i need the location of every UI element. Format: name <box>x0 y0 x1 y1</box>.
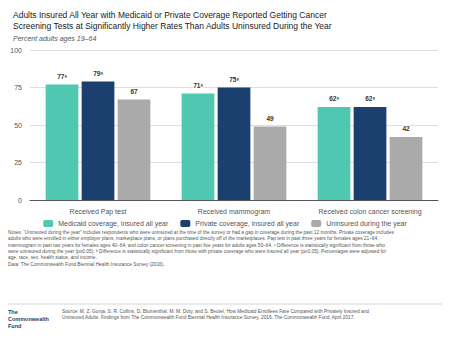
svg-text:Screening Tests at Significant: Screening Tests at Significantly Higher … <box>13 21 332 31</box>
svg-text:0: 0 <box>18 197 22 204</box>
svg-text:age, race, sex, health status,: age, race, sex, health status, and incom… <box>8 255 97 260</box>
svg-text:62ᵃ: 62ᵃ <box>329 95 339 102</box>
svg-text:Adults Insured All Year with M: Adults Insured All Year with Medicaid or… <box>13 10 327 20</box>
svg-text:Received Pap test: Received Pap test <box>70 208 127 216</box>
svg-text:mammogram in past two years fo: mammogram in past two years for females … <box>8 243 385 248</box>
svg-text:75: 75 <box>14 84 22 91</box>
svg-text:Data: The Commonwealth Fund Bi: Data: The Commonwealth Fund Biennial Hea… <box>8 262 165 267</box>
svg-text:Uninsured Adults: Findings fro: Uninsured Adults: Findings from The Comm… <box>62 315 355 320</box>
svg-text:62ᵃ: 62ᵃ <box>365 95 375 102</box>
svg-text:42: 42 <box>402 125 410 132</box>
svg-text:Private coverage, insured all: Private coverage, insured all year <box>195 220 300 228</box>
svg-text:Commonwealth: Commonwealth <box>8 316 50 322</box>
svg-text:Notes: “Uninsured during the y: Notes: “Uninsured during the year” inclu… <box>8 230 394 235</box>
svg-text:The: The <box>8 309 18 315</box>
svg-text:77ᵃ: 77ᵃ <box>57 73 67 80</box>
svg-text:were uninsured during the year: were uninsured during the year (p≤0.05).… <box>8 249 387 254</box>
svg-text:71ᵃ: 71ᵃ <box>193 82 203 89</box>
svg-text:50: 50 <box>14 122 22 129</box>
svg-text:Percent adults ages 19–64: Percent adults ages 19–64 <box>13 35 96 43</box>
svg-text:79ᵃ: 79ᵃ <box>93 70 103 77</box>
svg-text:Medicaid coverage, insured all: Medicaid coverage, insured all year <box>58 220 169 228</box>
svg-text:25: 25 <box>14 159 22 166</box>
svg-text:adults who were enrolled in ei: adults who were enrolled in either emplo… <box>8 236 379 241</box>
svg-text:100: 100 <box>10 47 22 54</box>
svg-text:Received colon cancer screenin: Received colon cancer screening <box>318 208 421 216</box>
svg-text:Fund: Fund <box>8 323 21 329</box>
svg-text:Uninsured during the year: Uninsured during the year <box>326 220 407 228</box>
svg-text:Source: M. Z. Gunja, S. R. Col: Source: M. Z. Gunja, S. R. Collins, D. B… <box>62 309 369 314</box>
svg-text:49: 49 <box>266 115 274 122</box>
svg-text:75ᵃ: 75ᵃ <box>229 76 239 83</box>
svg-text:Received mammogram: Received mammogram <box>198 208 271 216</box>
svg-text:67: 67 <box>130 88 138 95</box>
